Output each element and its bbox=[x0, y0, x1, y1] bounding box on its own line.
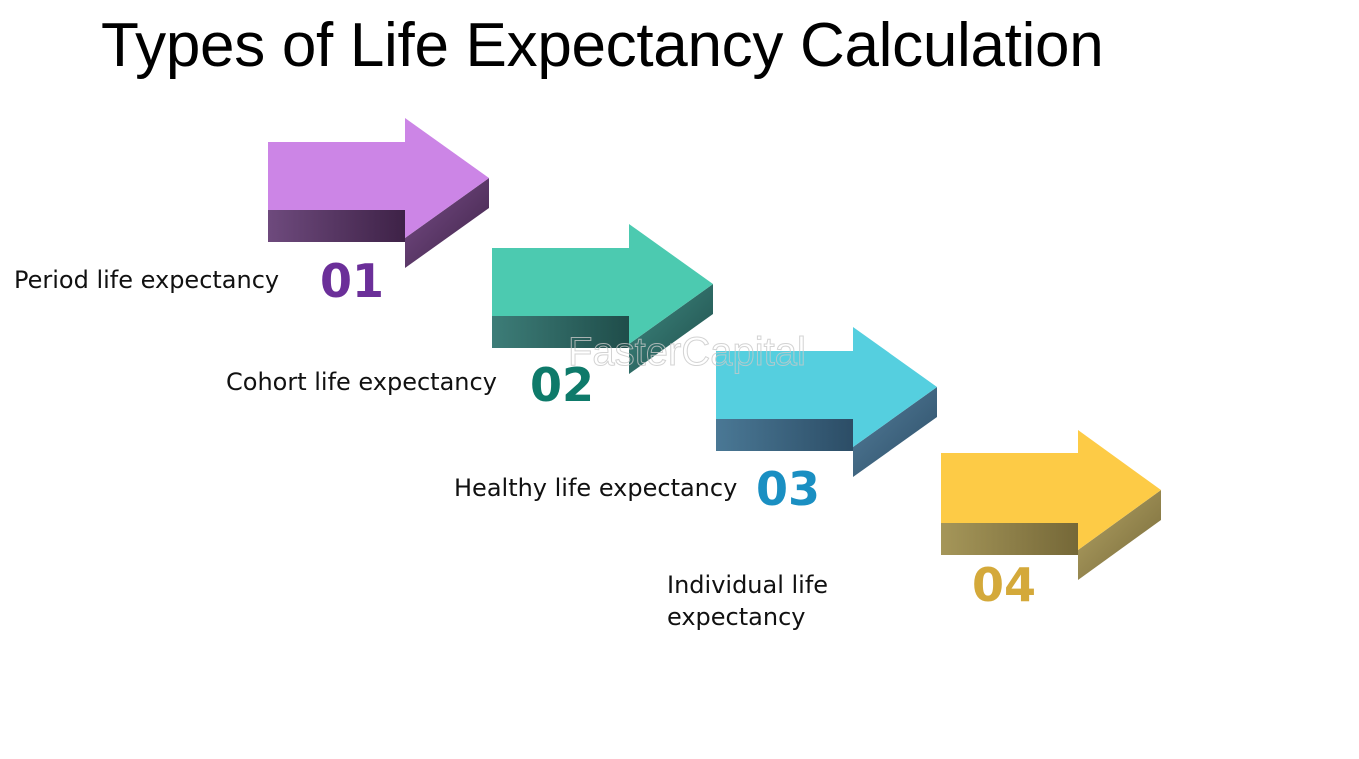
arrow-02-icon bbox=[492, 224, 713, 374]
step-number-01: 01 bbox=[320, 254, 385, 308]
step-label-period: Period life expectancy bbox=[14, 266, 280, 294]
step-label-healthy: Healthy life expectancy bbox=[454, 474, 738, 502]
watermark: FasterCapital bbox=[568, 330, 807, 375]
arrow-01-icon bbox=[268, 118, 489, 268]
step-label-individual: Individual life expectancy bbox=[667, 571, 829, 631]
step-number-03: 03 bbox=[756, 462, 821, 516]
arrow-03-icon bbox=[716, 327, 937, 477]
arrow-04-icon bbox=[941, 430, 1161, 580]
step-number-02: 02 bbox=[530, 358, 595, 412]
page-title: Types of Life Expectancy Calculation bbox=[101, 11, 1104, 80]
step-label-cohort: Cohort life expectancy bbox=[226, 368, 497, 396]
step-number-04: 04 bbox=[972, 558, 1037, 612]
